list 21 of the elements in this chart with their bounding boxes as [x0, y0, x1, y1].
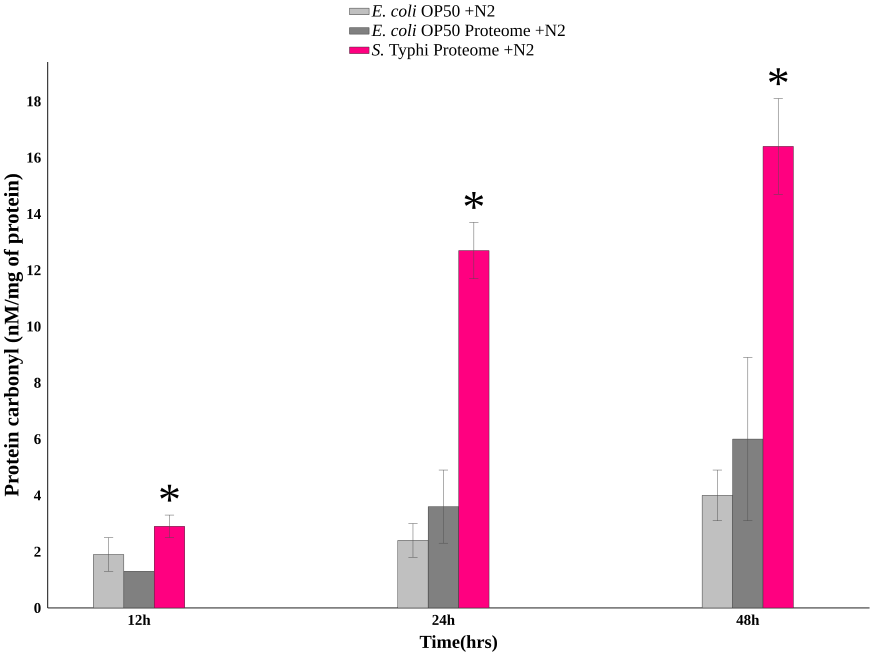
annotation: * — [160, 484, 179, 502]
y-tick-label: 12 — [27, 265, 41, 276]
x-tick-label: 12h — [128, 614, 150, 625]
y-tick-label: 14 — [27, 209, 41, 220]
y-tick-label: 4 — [34, 490, 41, 500]
x-tick-label: 24h — [432, 614, 455, 625]
x-axis-title: Time(hrs) — [420, 635, 497, 652]
legend-label: E. coli OP50 +N2 — [371, 4, 494, 17]
y-tick-label: 2 — [34, 546, 41, 557]
legend-label: S. Typhi Proteome +N2 — [372, 44, 534, 60]
y-tick-label: 16 — [27, 152, 41, 163]
annotation: * — [768, 68, 788, 86]
y-tick-label: 18 — [27, 96, 41, 107]
y-axis-title: Protein carbonyl (nM/mg of protein) — [4, 174, 23, 496]
y-tick-label: 10 — [27, 322, 41, 332]
y-tick-label: 0 — [34, 603, 41, 614]
annotation: * — [464, 192, 484, 210]
x-tick-label: 48h — [736, 614, 760, 626]
y-tick-label: 6 — [34, 434, 41, 444]
y-tick-label: 8 — [34, 378, 41, 388]
legend-label: E. coli OP50 Proteome +N2 — [371, 24, 565, 36]
